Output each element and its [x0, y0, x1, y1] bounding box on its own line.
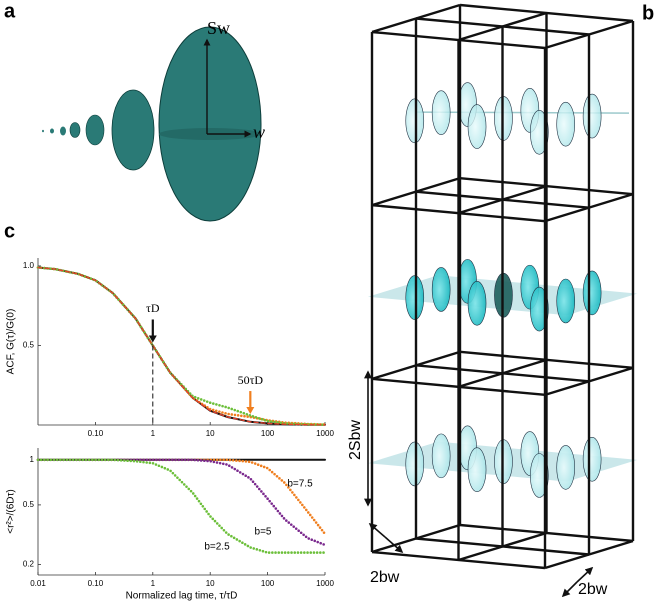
y-tick-label: 1 [30, 455, 35, 464]
beam-volume [556, 278, 576, 324]
beam-volume [467, 281, 487, 326]
beam-volume [405, 275, 425, 320]
series-line [37, 266, 326, 426]
beam-volume [582, 436, 602, 482]
panel-a: Sw w [42, 18, 265, 222]
series-label: b=2.5 [204, 542, 230, 553]
series-line [36, 458, 327, 536]
panel-label: b [642, 2, 654, 24]
annotation: 50τD [238, 373, 264, 387]
x-tick-label: 100 [261, 429, 275, 438]
beam-volume [431, 267, 451, 312]
beam-volume [556, 445, 576, 490]
panel-b-labels: 2Sbw 2bw 2bw [347, 370, 608, 598]
x-axis-label: Normalized lag time, τ/τD [126, 591, 238, 602]
x-tick-label: 1 [151, 429, 156, 438]
beam-volume [405, 98, 425, 144]
series-label: b=7.5 [287, 479, 313, 490]
x-tick-label: 100 [261, 579, 275, 588]
axis-label: Sw [207, 18, 230, 38]
chart: 0.10 1 10 100 1000 0.5 1.0 ACF, G(τ)/G(0) τD 50τD [6, 258, 334, 438]
y-tick-label: 0.5 [23, 500, 35, 509]
y-tick-label: 0.5 [23, 341, 35, 350]
dimension-label: 2bw [578, 581, 608, 598]
beam-volume [431, 90, 451, 135]
series-label: b=5 [255, 527, 272, 538]
beam-volume [467, 104, 487, 149]
x-tick-label: 10 [206, 579, 215, 588]
dimension-label: 2Sbw [347, 420, 364, 460]
x-tick-label: 10 [206, 429, 215, 438]
annotation: τD [146, 301, 160, 315]
beam-volume [405, 441, 425, 487]
series-line [36, 266, 327, 426]
y-tick-label: 1.0 [23, 261, 35, 270]
axis-label: w [253, 122, 265, 142]
panel-label: a [4, 0, 16, 22]
dimension-label: 2bw [370, 569, 400, 586]
x-tick-label: 0.01 [30, 579, 46, 588]
y-tick-label: 0.2 [23, 560, 35, 569]
annotation-arrowhead [246, 407, 255, 415]
x-tick-label: 0.10 [88, 579, 104, 588]
series-line [36, 458, 327, 547]
x-tick-label: 1 [151, 579, 156, 588]
panel-label: c [4, 220, 15, 242]
chart: 0.01 0.10 1 10 100 1000 0.2 0.5 1 <r²>/(6Dτ) Norma… [6, 448, 334, 602]
panel-c: 0.10 1 10 100 1000 0.5 1.0 ACF, G(τ)/G(0) τD 50τD… [6, 258, 334, 602]
series-line [36, 266, 327, 426]
annotation-arrowhead [148, 335, 157, 343]
y-axis-label: <r²>/(6Dτ) [6, 489, 17, 534]
beam-volume [431, 433, 451, 479]
panel-b [367, 3, 638, 570]
beam-volume [556, 101, 576, 147]
series-line [36, 458, 327, 554]
y-axis-label: ACF, G(τ)/G(0) [6, 309, 17, 375]
beam-volume [582, 93, 602, 139]
x-tick-label: 1000 [316, 429, 334, 438]
series-line [37, 266, 326, 426]
x-tick-label: 0.10 [88, 429, 104, 438]
wireframe [370, 3, 635, 570]
beam-volume [582, 270, 602, 316]
beam-volume [467, 447, 487, 493]
x-tick-label: 1000 [316, 579, 334, 588]
